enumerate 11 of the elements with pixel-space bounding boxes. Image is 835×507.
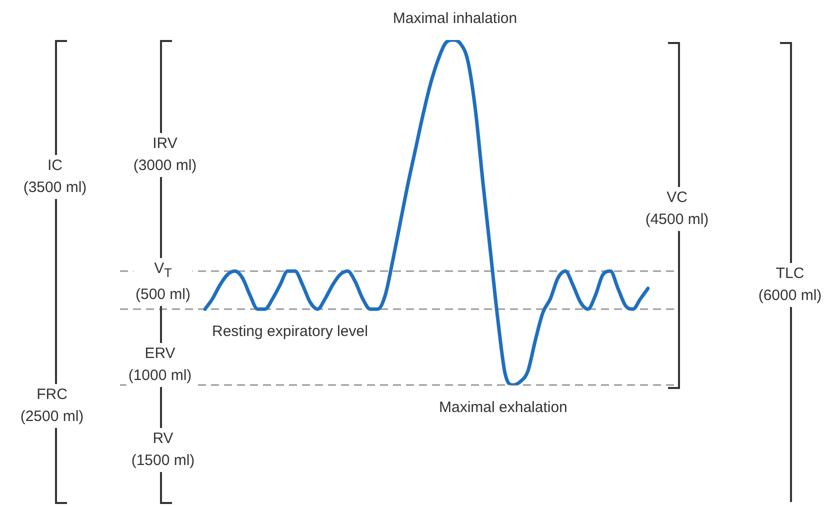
text: ERV (1000 ml): [126, 343, 194, 387]
text: IC (3500 ml): [21, 155, 89, 199]
text: Maximal exhalation: [438, 398, 568, 418]
text: RV (1500 ml): [129, 428, 197, 472]
text: IRV (3000 ml): [131, 133, 199, 177]
text: V$_{T}$ (500 ml): [133, 258, 193, 306]
text: TLC (6000 ml): [756, 263, 824, 307]
text: FRC (2500 ml): [18, 384, 86, 428]
annotation: Resting expiratory level: [211, 322, 369, 342]
text: Maximal inhalation: [390, 8, 520, 30]
annotation: VC (4500 ml): [643, 187, 711, 231]
